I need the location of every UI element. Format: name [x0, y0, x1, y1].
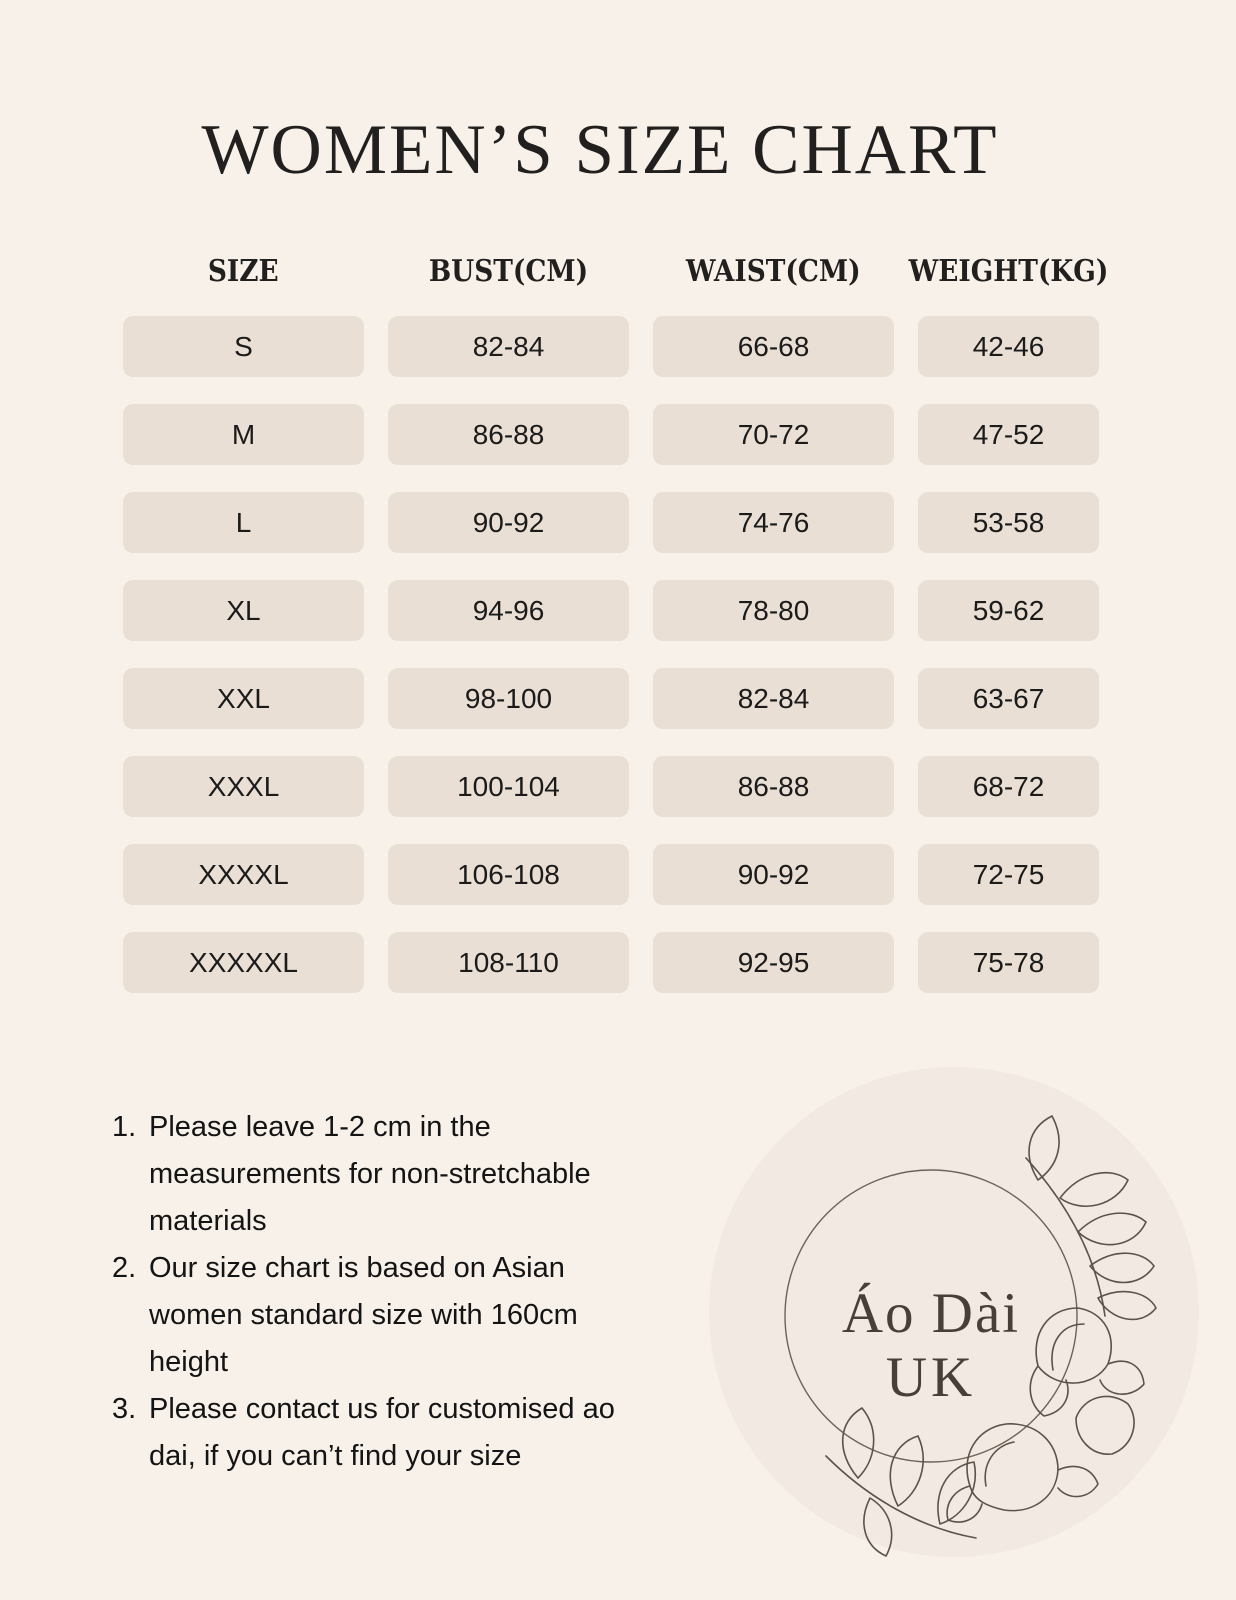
- table-cell: 90-92: [653, 844, 894, 905]
- table-cell: 75-78: [918, 932, 1099, 993]
- note-item: 3. Please contact us for customised ao d…: [112, 1386, 722, 1480]
- table-cell: 94-96: [388, 580, 629, 641]
- table-cell: XXXXXL: [123, 932, 364, 993]
- table-cell: L: [123, 492, 364, 553]
- table-cell: 47-52: [918, 404, 1099, 465]
- column-header-weight: WEIGHT(KG): [908, 253, 1109, 289]
- table-cell: 78-80: [653, 580, 894, 641]
- table-cell: 86-88: [653, 756, 894, 817]
- column-header-size: SIZE: [208, 253, 279, 289]
- table-cell: 53-58: [918, 492, 1099, 553]
- note-number: 1.: [112, 1111, 137, 1143]
- page-title: WOMEN’S SIZE CHART: [201, 111, 999, 189]
- note-text: Our size chart is based on Asian women s…: [149, 1252, 578, 1378]
- table-cell: 59-62: [918, 580, 1099, 641]
- table-cell: 100-104: [388, 756, 629, 817]
- table-cell: 74-76: [653, 492, 894, 553]
- table-cell: M: [123, 404, 364, 465]
- table-cell: 98-100: [388, 668, 629, 729]
- table-cell: S: [123, 316, 364, 377]
- note-text: Please leave 1-2 cm in the measurements …: [149, 1111, 591, 1237]
- brand-logo: Áo Dài UK: [708, 1066, 1200, 1558]
- note-number: 2.: [112, 1252, 137, 1284]
- table-cell: 108-110: [388, 932, 629, 993]
- table-cell: XXXL: [123, 756, 364, 817]
- logo-graphic: Áo Dài UK: [709, 1067, 1199, 1557]
- column-header-bust: BUST(CM): [428, 253, 589, 289]
- logo-wordmark-line1: Áo Dài: [842, 1282, 1020, 1345]
- table-cell: 86-88: [388, 404, 629, 465]
- table-cell: 66-68: [653, 316, 894, 377]
- table-cell: 106-108: [388, 844, 629, 905]
- table-cell: 68-72: [918, 756, 1099, 817]
- table-cell: XL: [123, 580, 364, 641]
- note-item: 1. Please leave 1-2 cm in the measuremen…: [112, 1104, 722, 1245]
- logo-wordmark-line2: UK: [886, 1346, 976, 1409]
- table-cell: 82-84: [388, 316, 629, 377]
- table-cell: 82-84: [653, 668, 894, 729]
- table-cell: 90-92: [388, 492, 629, 553]
- table-cell: 70-72: [653, 404, 894, 465]
- table-cell: 72-75: [918, 844, 1099, 905]
- table-cell: XXXXL: [123, 844, 364, 905]
- logo-badge-circle: [709, 1067, 1199, 1557]
- floral-line-art-icon: [784, 1115, 1157, 1557]
- column-header-waist: WAIST(CM): [686, 253, 861, 289]
- table-cell: 42-46: [918, 316, 1099, 377]
- note-text: Please contact us for customised ao dai,…: [149, 1393, 615, 1472]
- note-number: 3.: [112, 1393, 137, 1425]
- size-table: SIZE BUST(CM) WAIST(CM) WEIGHT(KG) S 82-…: [123, 253, 1109, 993]
- notes-list: 1. Please leave 1-2 cm in the measuremen…: [112, 1104, 722, 1480]
- table-cell: 63-67: [918, 668, 1099, 729]
- table-cell: XXL: [123, 668, 364, 729]
- note-item: 2. Our size chart is based on Asian wome…: [112, 1245, 722, 1386]
- table-cell: 92-95: [653, 932, 894, 993]
